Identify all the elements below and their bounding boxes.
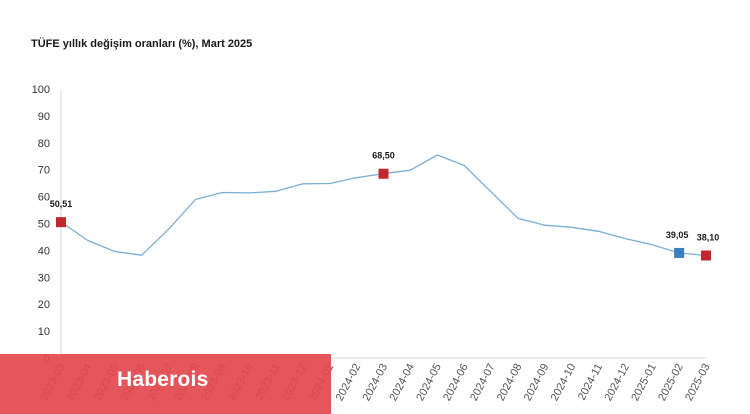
x-tick-label: 2024-09 [522,362,552,403]
data-point-marker [674,247,685,258]
x-tick-label: 2024-04 [387,362,417,403]
y-tick-label: 10 [38,326,50,338]
data-point-marker [378,168,389,179]
x-tick-label: 2025-02 [656,362,686,403]
x-tick-label: 2024-02 [334,362,364,403]
x-tick-label: 2024-05 [414,362,444,403]
watermark-text: Haberois [117,368,209,391]
x-tick-label: 2024-08 [495,362,525,403]
watermark-banner: Haberois [0,354,331,414]
y-tick-label: 90 [38,111,50,123]
x-tick-label: 2024-03 [361,362,391,403]
x-tick-label: 2024-11 [576,362,605,403]
x-tick-label: 2024-10 [549,362,579,403]
y-tick-label: 50 [38,219,50,231]
y-tick-label: 100 [32,84,50,96]
data-point-marker [56,217,66,228]
y-tick-label: 40 [38,245,50,257]
x-tick-label: 2025-03 [683,362,713,403]
chart-title: TÜFE yıllık değişim oranları (%), Mart 2… [31,38,253,50]
data-label: 50,51 [50,199,73,209]
x-tick-label: 2024-12 [602,362,632,403]
data-label: 38,10 [697,233,720,243]
x-tick-label: 2024-06 [441,362,471,403]
data-label: 39,05 [666,230,689,240]
y-tick-label: 70 [38,165,50,177]
data-label: 68,50 [372,151,395,161]
y-tick-label: 60 [38,192,50,204]
x-tick-label: 2025-01 [629,362,659,403]
y-tick-label: 30 [38,272,50,284]
data-point-marker [701,250,711,261]
x-tick-label: 2024-07 [468,362,498,403]
y-tick-label: 20 [38,299,50,311]
y-tick-label: 80 [38,138,50,150]
